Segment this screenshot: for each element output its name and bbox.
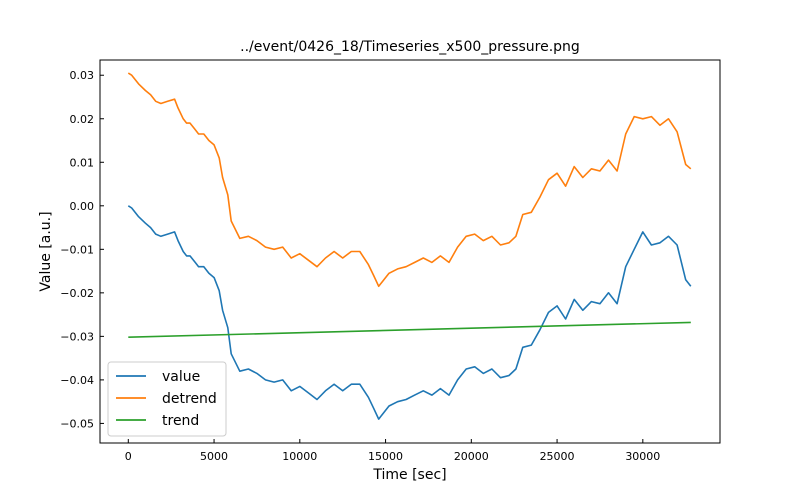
- series-line-trend: [128, 321, 691, 338]
- x-axis: 0 5000 10000 15000 20000 25000 30000: [125, 439, 660, 463]
- legend-label-value: value: [162, 369, 200, 385]
- series-line-value: [127, 205, 692, 420]
- y-tick-label: −0.05: [60, 417, 94, 430]
- y-tick-label: 0.01: [70, 156, 95, 169]
- y-tick-label: 0.03: [70, 69, 95, 82]
- y-tick-label: −0.01: [60, 243, 94, 256]
- x-tick-label: 30000: [625, 450, 660, 463]
- plot-area: [99, 59, 721, 444]
- y-axis: −0.05 −0.04 −0.03 −0.02 −0.01 0.00 0.01 0.02 0.0…: [60, 69, 104, 430]
- y-tick-label: 0.02: [70, 113, 95, 126]
- legend-box: [107, 361, 227, 437]
- y-tick-label: 0.00: [70, 200, 95, 213]
- chart-title: ../event/0426_18/Timeseries_x500_pressur…: [240, 39, 580, 55]
- y-tick-label: −0.02: [60, 287, 94, 300]
- x-tick-label: 15000: [368, 450, 403, 463]
- legend-label-trend: trend: [162, 413, 199, 429]
- series-line-detrend: [127, 72, 692, 288]
- legend: value detrend trend: [107, 361, 227, 437]
- y-tick-label: −0.04: [60, 374, 94, 387]
- x-tick-label: 10000: [282, 450, 317, 463]
- legend-label-detrend: detrend: [162, 391, 217, 407]
- x-axis-label: Time [sec]: [372, 467, 446, 483]
- series-layer: [127, 72, 692, 420]
- x-tick-label: 20000: [454, 450, 489, 463]
- y-tick-label: −0.03: [60, 330, 94, 343]
- x-tick-label: 25000: [540, 450, 575, 463]
- x-tick-label: 5000: [200, 450, 228, 463]
- y-axis-label: Value [a.u.]: [38, 211, 54, 291]
- x-tick-label: 0: [125, 450, 132, 463]
